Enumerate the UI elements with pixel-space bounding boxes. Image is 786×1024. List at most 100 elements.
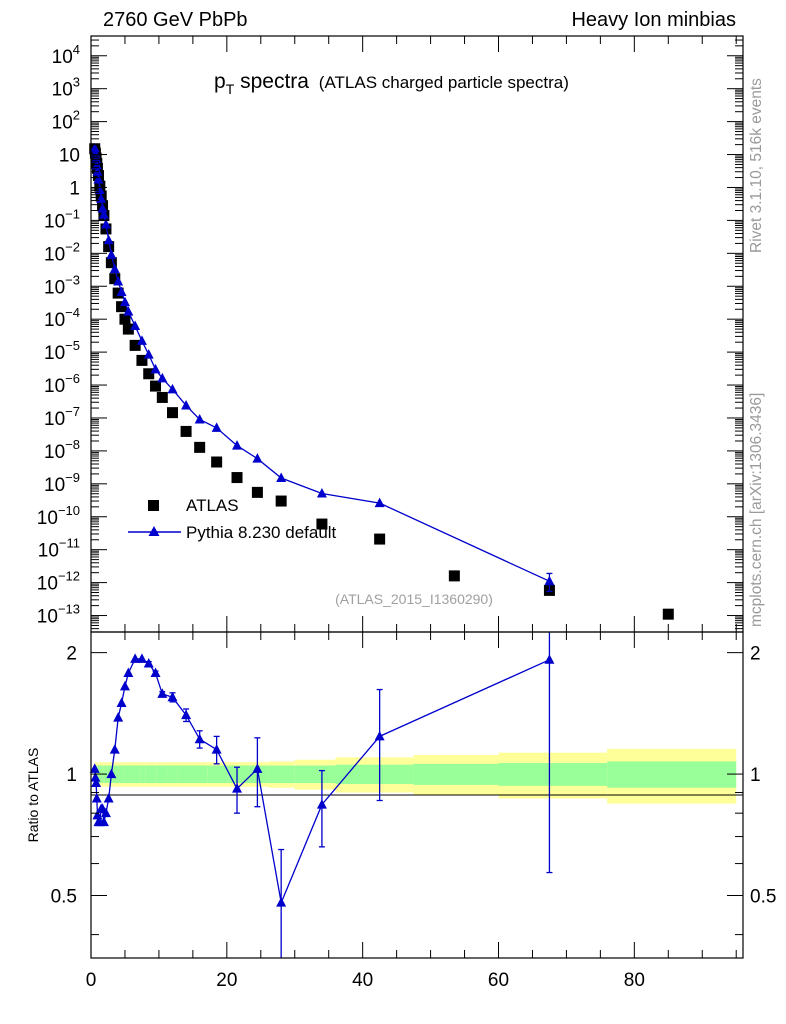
atlas-point xyxy=(122,323,134,335)
ratio-point xyxy=(544,654,555,664)
upper-ytick-label-base: 10 xyxy=(44,376,65,397)
pythia-point xyxy=(252,453,263,463)
ratio-point xyxy=(116,697,127,708)
upper-ytick-label-exponent: −5 xyxy=(65,338,80,353)
upper-ytick-label-exponent: 4 xyxy=(73,42,80,57)
pythia-line xyxy=(94,148,550,582)
chart-title-main: p xyxy=(214,70,226,93)
watermark: (ATLAS_2015_I1360290) xyxy=(335,591,493,607)
lower-ytick-label: 2 xyxy=(66,644,77,665)
xtick-label: 20 xyxy=(216,970,237,991)
atlas-point xyxy=(448,570,460,582)
header-right: Heavy Ion minbias xyxy=(571,9,736,31)
band-inner xyxy=(118,765,124,784)
upper-ytick-label-base: 10 xyxy=(38,541,59,562)
upper-ytick-label-exponent: −1 xyxy=(65,206,80,221)
pythia-point xyxy=(106,249,117,259)
atlas-point xyxy=(116,301,128,313)
atlas-point xyxy=(211,456,223,468)
upper-ytick-label-base: 10 xyxy=(44,211,65,232)
upper-ytick-label: 10−12 xyxy=(37,569,80,595)
upper-frame xyxy=(90,35,744,633)
atlas-point xyxy=(275,495,287,507)
atlas-point xyxy=(156,391,168,403)
band-inner xyxy=(413,763,499,785)
upper-ytick-label-base: 10 xyxy=(37,607,58,628)
lower-ytick-label-right: 0.5 xyxy=(750,887,776,908)
upper-ytick-label-exponent: −7 xyxy=(65,404,80,419)
upper-ytick-label-base: 10 xyxy=(37,574,58,595)
pythia-point xyxy=(97,202,108,213)
xtick-label: 40 xyxy=(352,970,373,991)
upper-ytick-label: 10−2 xyxy=(44,239,80,265)
band-inner xyxy=(335,764,414,784)
lower-ytick-label: 0.5 xyxy=(51,887,77,908)
upper-ytick-label-exponent: −8 xyxy=(65,437,80,452)
ratio-point xyxy=(113,712,124,722)
upper-ytick-label: 10 xyxy=(59,146,80,167)
band-inner xyxy=(167,765,178,784)
pythia-point xyxy=(93,173,104,184)
ratio-point xyxy=(130,653,141,663)
pythia-point xyxy=(181,399,192,410)
upper-ytick-label-base: 10 xyxy=(52,47,73,68)
atlas-point xyxy=(167,407,178,419)
upper-ytick-label: 10−10 xyxy=(37,503,80,529)
ratio-point xyxy=(143,657,154,668)
chart-title: pT spectra (ATLAS charged particle spect… xyxy=(214,70,569,97)
upper-ytick-label-exponent: 3 xyxy=(73,75,80,90)
upper-ytick-label-base: 10 xyxy=(44,277,65,298)
band-inner xyxy=(268,765,295,784)
legend-pythia-label: Pythia 8.230 default xyxy=(186,523,337,542)
upper-ytick-label: 104 xyxy=(52,42,80,68)
atlas-point xyxy=(103,241,115,253)
atlas-point xyxy=(180,425,192,437)
ratio-point xyxy=(89,763,100,773)
upper-ytick-label-exponent: −9 xyxy=(65,470,80,485)
upper-ytick-label-exponent: 2 xyxy=(73,108,80,123)
band-inner xyxy=(294,765,336,784)
ratio-point xyxy=(119,680,130,691)
ratio-point xyxy=(194,733,205,744)
pythia-point xyxy=(123,306,134,316)
pythia-point xyxy=(100,219,111,229)
upper-ytick-label: 10−7 xyxy=(44,404,80,430)
band-inner xyxy=(134,765,140,784)
pythia-point xyxy=(98,209,109,219)
xtick-label: 80 xyxy=(624,970,645,991)
pythia-point xyxy=(92,166,103,176)
upper-ytick-label-exponent: −11 xyxy=(59,536,80,551)
lower-ytick-label-right: 2 xyxy=(750,644,761,665)
atlas-point xyxy=(662,608,674,620)
legend-atlas-marker xyxy=(148,500,159,511)
chart-title-subscript: T xyxy=(226,81,235,97)
upper-ytick-label-exponent: −10 xyxy=(58,503,80,518)
ratio-point xyxy=(276,897,287,907)
upper-ytick-label: 10−4 xyxy=(44,305,80,331)
upper-ytick-label: 103 xyxy=(52,75,80,101)
ratio-point xyxy=(91,792,102,803)
ratio-point xyxy=(90,772,101,782)
ratio-point xyxy=(181,709,192,720)
atlas-point xyxy=(316,518,328,530)
pythia-point xyxy=(316,487,327,498)
ratio-point xyxy=(232,783,243,793)
atlas-point xyxy=(119,313,131,325)
xtick-label: 60 xyxy=(488,970,509,991)
band-inner xyxy=(123,765,130,784)
upper-ytick-label-exponent: −2 xyxy=(65,239,80,254)
upper-ytick-label-base: 10 xyxy=(44,475,65,496)
upper-ytick-label-base: 10 xyxy=(44,409,65,430)
pythia-point xyxy=(150,363,161,374)
ratio-point xyxy=(123,667,134,678)
upper-ytick-label: 10−1 xyxy=(44,206,80,232)
lower-panel-marks xyxy=(89,632,555,958)
ratio-point xyxy=(106,768,117,779)
ratio-point xyxy=(211,744,222,754)
upper-ytick-label-base: 10 xyxy=(37,508,58,529)
rivet-label: Rivet 3.1.10, 516k events xyxy=(748,78,765,253)
ratio-point xyxy=(374,730,385,741)
xtick-label: 0 xyxy=(86,970,97,991)
band-inner xyxy=(115,765,119,784)
